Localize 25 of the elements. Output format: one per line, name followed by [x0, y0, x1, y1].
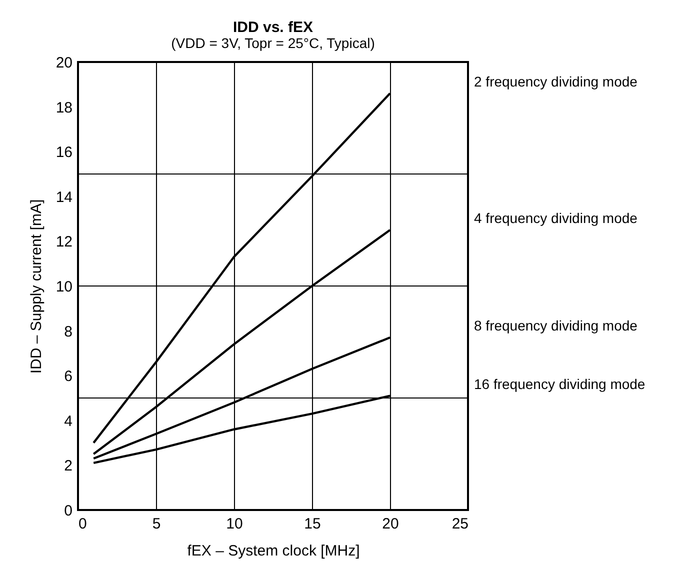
y-tick-label: 2 [64, 458, 72, 475]
y-tick-label: 0 [64, 502, 72, 520]
y-tick-label: 18 [56, 99, 72, 116]
chart-title: IDD vs. fEX [232, 19, 314, 36]
y-axis-title: IDD – Supply current [mA] [28, 199, 45, 374]
y-tick-label: 8 [64, 323, 72, 340]
text: 2 frequency dividing mode [474, 73, 638, 90]
text: 8 frequency dividing mode [474, 318, 638, 334]
y-tick-label: 12 [56, 234, 72, 251]
y-tick-label: 4 [64, 412, 72, 430]
x-tick-label: 15 [304, 516, 321, 532]
y-tick-label: 16 [56, 144, 72, 162]
text: 4 frequency dividing mode [474, 210, 638, 226]
x-tick-label: 20 [382, 516, 399, 532]
x-tick-label: 10 [226, 516, 243, 532]
y-tick-label: 6 [64, 368, 72, 386]
x-tick-label: 0 [78, 516, 87, 532]
x-tick-label: 25 [452, 516, 468, 532]
chart-subtitle: (VDD = 3V, Topr = 25°C, Typical) [171, 35, 375, 51]
y-tick-label: 20 [56, 54, 72, 72]
text: 16 frequency dividing mode [474, 376, 646, 392]
y-tick-label: 10 [56, 278, 72, 296]
x-axis-title: fEX – System clock [MHz] [187, 542, 360, 560]
y-tick-label: 14 [56, 188, 72, 206]
x-tick-label: 5 [152, 516, 161, 532]
